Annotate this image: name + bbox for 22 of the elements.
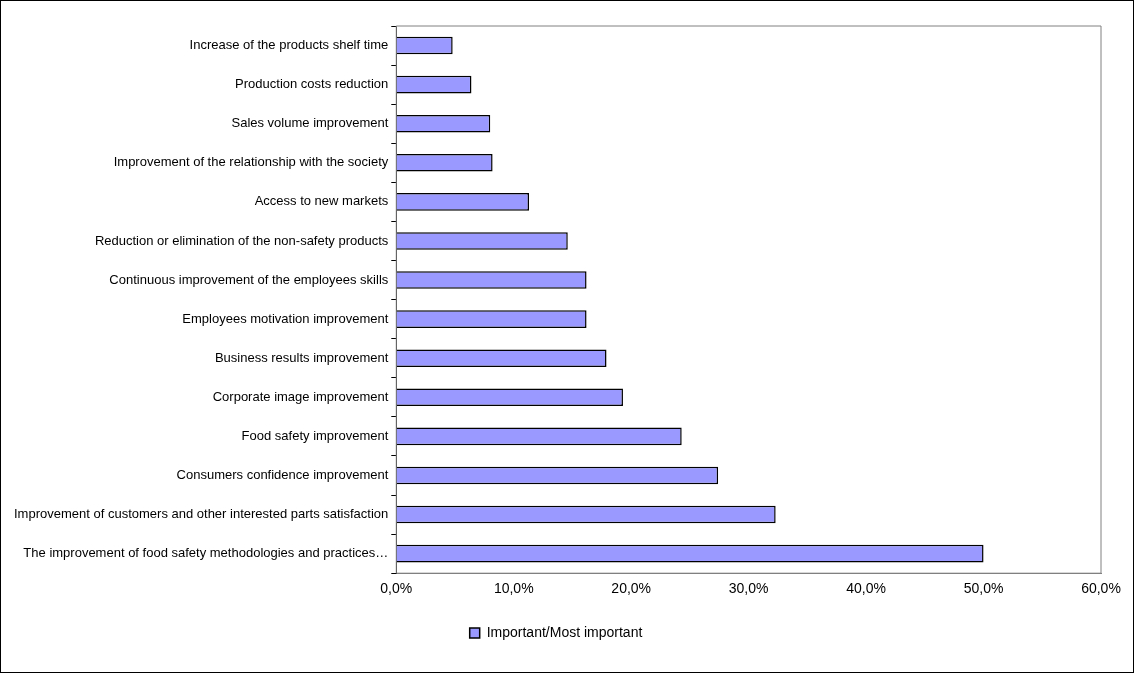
y-tick-label: Improvement of the relationship with the society	[113, 154, 389, 170]
x-tick-label: 50,0%	[963, 580, 1004, 597]
x-tick-label: 0,0%	[380, 580, 413, 597]
y-tick-label: Reduction or elimination of the non-safety products	[94, 232, 389, 248]
y-tick-label: Production costs reduction	[235, 76, 389, 92]
x-tick-label: 40,0%	[846, 580, 886, 597]
legend-label: Important/Most important	[486, 623, 643, 640]
y-tick-label: Access to new markets	[254, 193, 389, 209]
y-tick-label: Employees motivation improvement	[182, 310, 389, 326]
y-tick-label: Increase of the products shelf time	[189, 37, 389, 53]
y-tick-label: Consumers confidence improvement	[176, 467, 389, 483]
y-tick-label: Continuous improvement of the employees skills	[109, 271, 389, 287]
y-tick-label: Sales volume improvement	[231, 115, 389, 131]
y-tick-label: The improvement of food safety methodologies and practices…	[23, 545, 389, 561]
y-tick-label: Improvement of customers and other interested parts satisfaction	[13, 506, 389, 522]
x-tick-label: 30,0%	[728, 580, 769, 597]
x-tick-label: 10,0%	[493, 580, 534, 597]
y-tick-label: Business results improvement	[214, 349, 389, 365]
y-tick-label: Food safety improvement	[241, 427, 389, 443]
x-tick-label: 60,0%	[1081, 580, 1121, 597]
x-tick-label: 20,0%	[611, 580, 652, 597]
y-tick-label: Corporate image improvement	[212, 388, 389, 404]
